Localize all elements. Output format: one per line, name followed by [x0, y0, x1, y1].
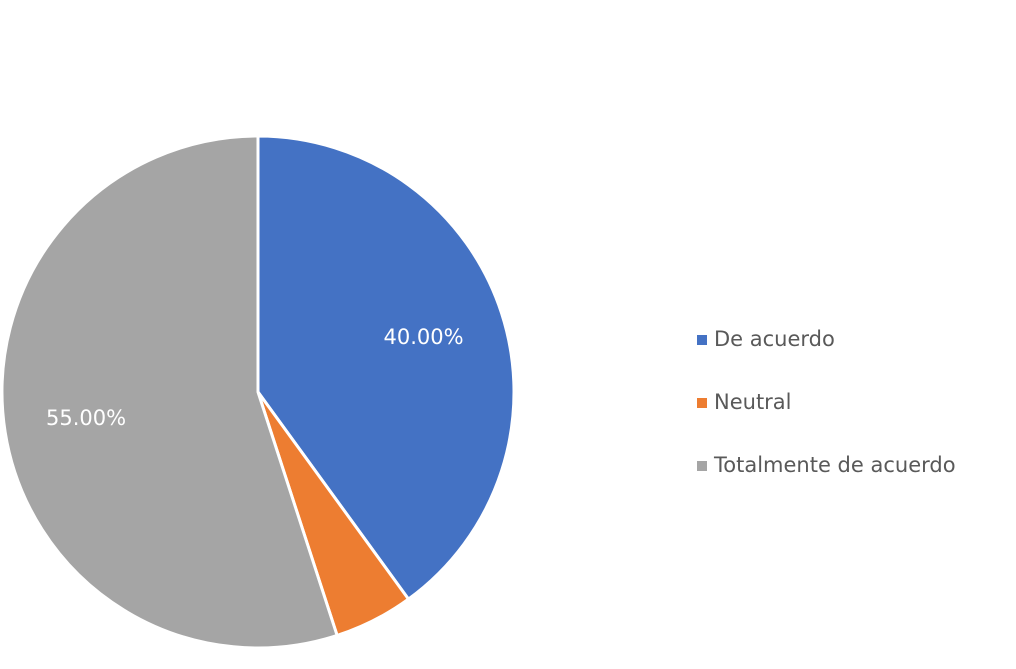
legend-label: De acuerdo	[714, 327, 835, 351]
legend-label: Neutral	[714, 390, 792, 414]
data-label: 40.00%	[384, 325, 464, 349]
pie-slice	[0, 134, 339, 650]
pie-slice	[256, 134, 516, 602]
legend-swatch	[697, 398, 707, 408]
data-label: 55.00%	[46, 406, 126, 430]
legend-swatch	[697, 335, 707, 345]
legend-swatch	[697, 461, 707, 471]
legend-label: Totalmente de acuerdo	[713, 453, 956, 477]
